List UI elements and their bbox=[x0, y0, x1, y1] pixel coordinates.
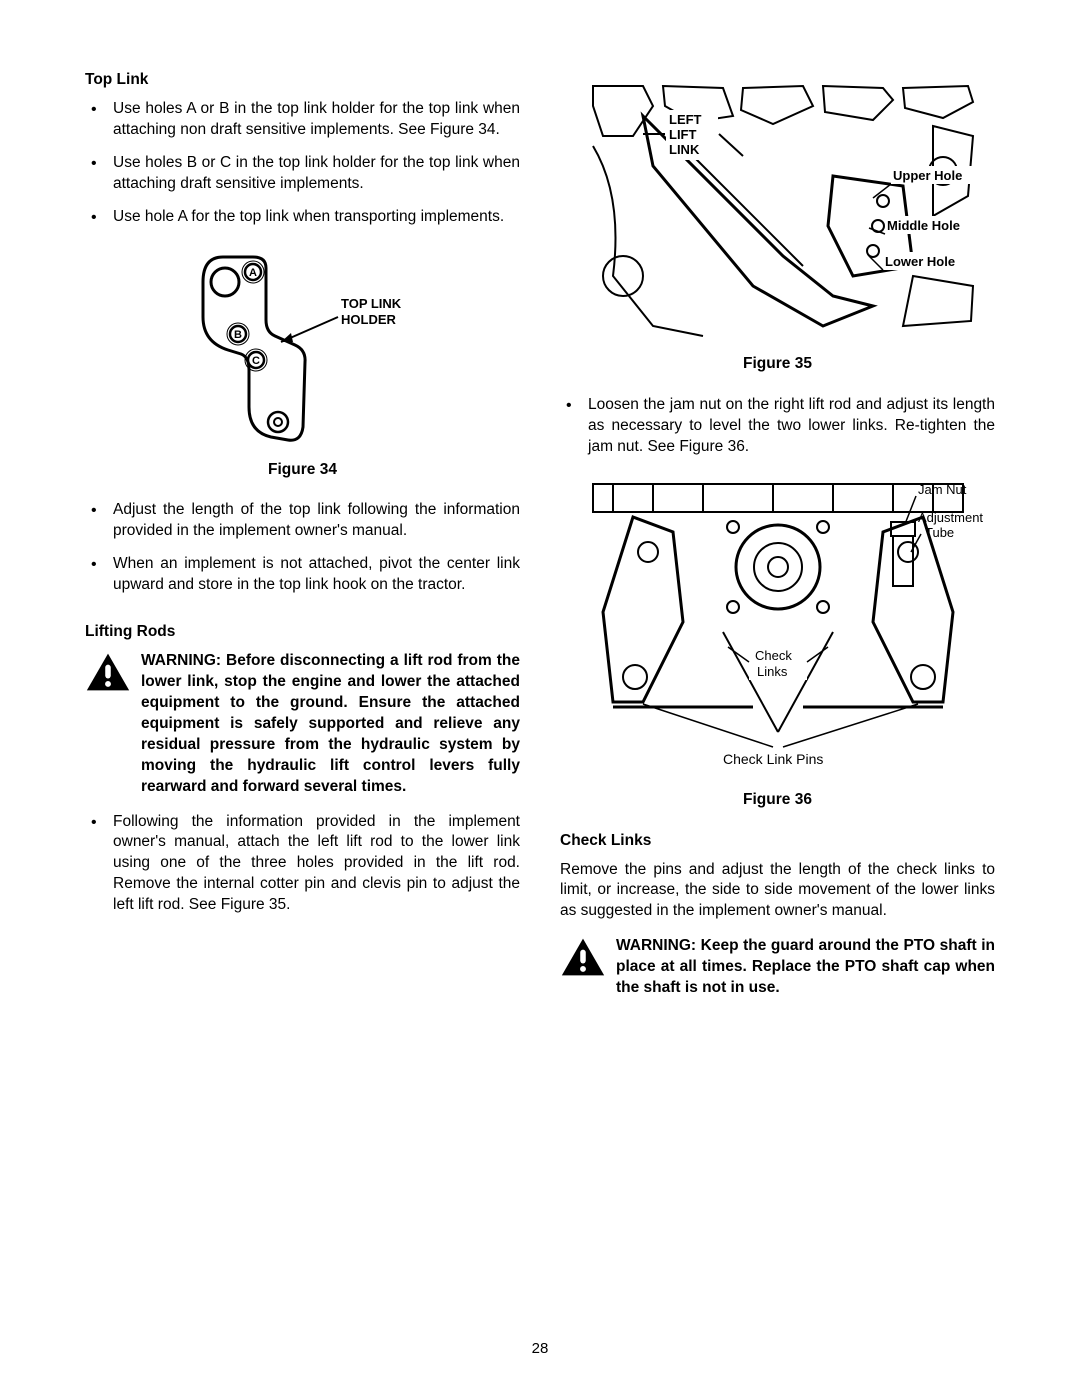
list-item: Adjust the length of the top link follow… bbox=[85, 500, 520, 542]
figure-34-caption: Figure 34 bbox=[85, 460, 520, 481]
fig34-label-2: HOLDER bbox=[341, 312, 397, 327]
page-number: 28 bbox=[0, 1340, 1080, 1357]
warning-text: WARNING: Before disconnecting a lift rod… bbox=[141, 651, 520, 797]
fig36-check1: Check bbox=[755, 648, 792, 663]
svg-text:A: A bbox=[249, 267, 257, 279]
right-column: LEFT LIFT LINK Upper Hole Middle Hole Lo… bbox=[560, 70, 995, 1013]
fig35-middle: Middle Hole bbox=[887, 218, 960, 233]
figure-35: LEFT LIFT LINK Upper Hole Middle Hole Lo… bbox=[560, 76, 995, 346]
figure-36-caption: Figure 36 bbox=[560, 790, 995, 811]
list-item: Use hole A for the top link when transpo… bbox=[85, 207, 520, 228]
left-column: Top Link Use holes A or B in the top lin… bbox=[85, 70, 520, 1013]
fig36-adj2: Tube bbox=[925, 525, 954, 540]
lifting-rods-list: Following the information provided in th… bbox=[85, 812, 520, 917]
lifting-rods-heading: Lifting Rods bbox=[85, 622, 520, 643]
top-link-list-2: Adjust the length of the top link follow… bbox=[85, 500, 520, 596]
fig36-jam: Jam Nut bbox=[918, 482, 967, 497]
figure-34: A B C TOP LINK HOLDER bbox=[85, 242, 520, 452]
fig35-lower: Lower Hole bbox=[885, 254, 955, 269]
list-item: Following the information provided in th… bbox=[85, 812, 520, 917]
warning-text-2: WARNING: Keep the guard around the PTO s… bbox=[616, 936, 995, 999]
fig36-adj1: Adjustment bbox=[918, 510, 983, 525]
list-item: Loosen the jam nut on the right lift rod… bbox=[560, 395, 995, 458]
warning-block: WARNING: Before disconnecting a lift rod… bbox=[85, 651, 520, 797]
check-links-paragraph: Remove the pins and adjust the length of… bbox=[560, 860, 995, 923]
warning-block-2: WARNING: Keep the guard around the PTO s… bbox=[560, 936, 995, 999]
right-list-1: Loosen the jam nut on the right lift rod… bbox=[560, 395, 995, 458]
fig35-upper: Upper Hole bbox=[893, 168, 962, 183]
top-link-list: Use holes A or B in the top link holder … bbox=[85, 99, 520, 228]
svg-text:B: B bbox=[234, 329, 242, 341]
warning-icon bbox=[85, 651, 131, 693]
top-link-heading: Top Link bbox=[85, 70, 520, 91]
list-item: When an implement is not attached, pivot… bbox=[85, 554, 520, 596]
list-item: Use holes A or B in the top link holder … bbox=[85, 99, 520, 141]
svg-text:LIFT: LIFT bbox=[669, 127, 696, 142]
fig36-pins: Check Link Pins bbox=[723, 751, 823, 767]
figure-36: Jam Nut Adjustment Tube Check Links Chec… bbox=[560, 472, 995, 782]
figure-35-caption: Figure 35 bbox=[560, 354, 995, 375]
fig34-label-1: TOP LINK bbox=[341, 296, 402, 311]
svg-text:LEFT: LEFT bbox=[669, 112, 702, 127]
warning-icon bbox=[560, 936, 606, 978]
svg-text:LINK: LINK bbox=[669, 142, 700, 157]
check-links-heading: Check Links bbox=[560, 831, 995, 852]
svg-text:C: C bbox=[252, 355, 260, 367]
list-item: Use holes B or C in the top link holder … bbox=[85, 153, 520, 195]
fig36-check2: Links bbox=[757, 664, 788, 679]
